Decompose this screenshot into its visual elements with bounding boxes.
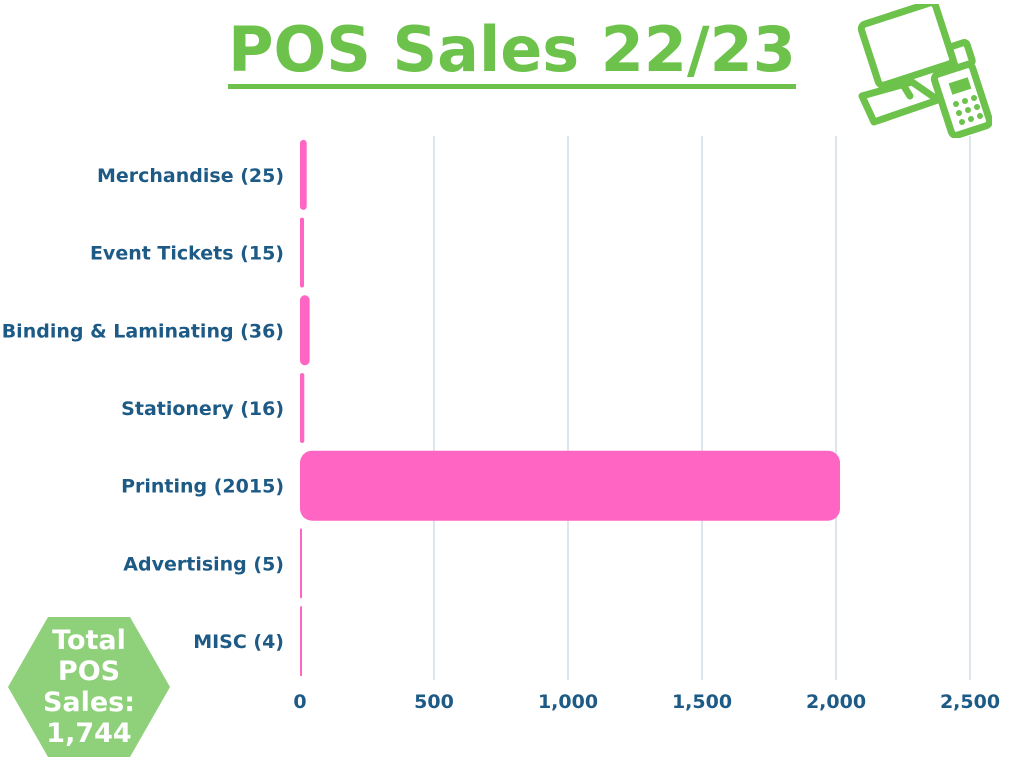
x-tick-label: 2,500 [940,691,1000,713]
bar [300,295,310,366]
category-label: MISC (4) [193,631,284,653]
bar [300,217,305,288]
category-label: Event Tickets (15) [90,243,284,265]
badge-line-3: Sales: [42,687,136,718]
category-label: Advertising (5) [123,553,284,575]
x-tick-label: 500 [414,691,454,713]
bar [300,373,305,443]
category-labels: Merchandise (25) Event Tickets (15) Bindin… [2,165,284,653]
bar [300,139,307,210]
x-tick-label: 0 [293,691,306,713]
total-badge-hexagon [8,617,170,757]
chart-title: POS Sales 22/23 [0,12,1024,89]
x-tick-label: 2,000 [806,691,866,713]
bar [300,450,841,521]
badge-line-2: POS [57,656,121,687]
chart-title-text: POS Sales 22/23 [228,18,796,89]
category-label: Binding & Laminating (36) [2,320,284,342]
badge-line-1: Total [52,625,126,656]
bar [300,528,302,599]
cash-register-icon [857,4,992,138]
bar [300,606,302,677]
bars [300,139,841,677]
category-label: Printing (2015) [121,476,284,498]
total-badge: Total POS Sales: 1,744 [8,617,170,757]
x-tick-label: 1,500 [672,691,732,713]
category-label: Stationery (16) [121,398,284,420]
x-tick-labels: 0 500 1,000 1,500 2,000 2,500 [293,691,1000,713]
x-tick-label: 1,000 [538,691,598,713]
category-label: Merchandise (25) [97,165,284,187]
grid-lines [433,136,971,680]
badge-line-4: 1,744 [46,718,132,749]
